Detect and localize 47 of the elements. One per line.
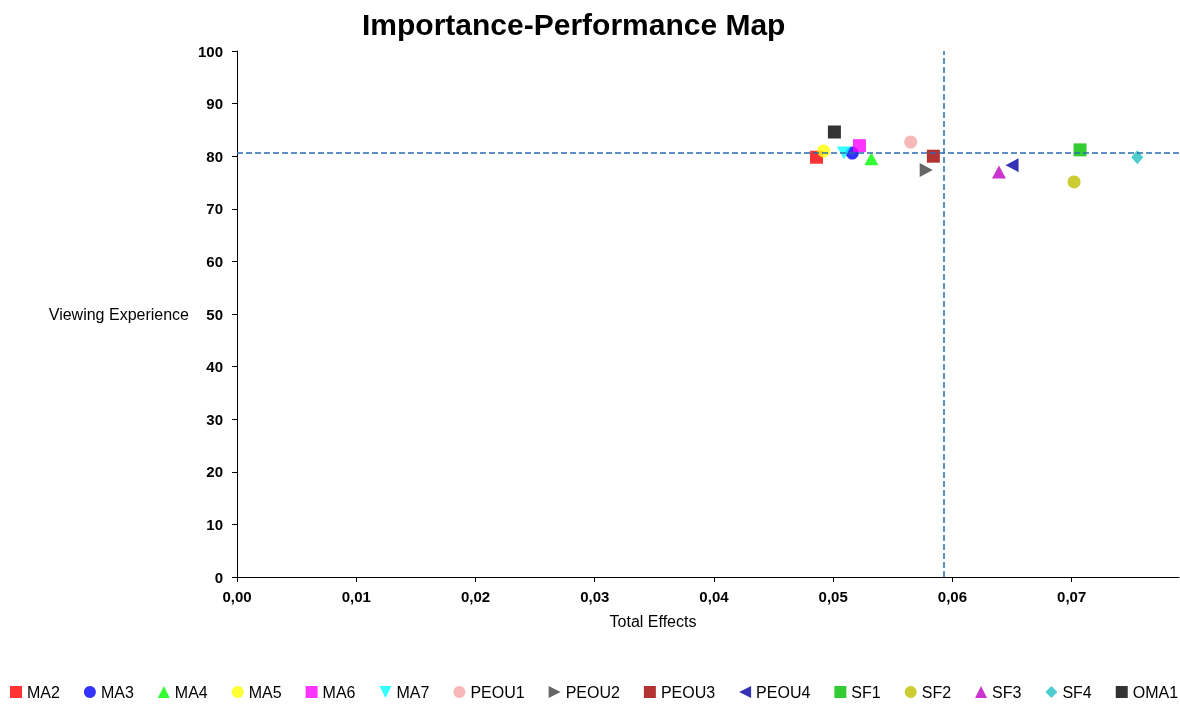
y-tick-label: 50 xyxy=(206,305,223,323)
point xyxy=(919,162,933,177)
x-tick-label: 0,05 xyxy=(818,588,848,605)
y-tick-label: 30 xyxy=(206,410,223,428)
x-tick-label: 0,06 xyxy=(937,588,968,605)
legend-label: PEOU3 xyxy=(660,683,716,701)
y-tick-label: 40 xyxy=(206,358,223,376)
point xyxy=(926,149,940,163)
point xyxy=(864,152,879,166)
y-tick-label: 20 xyxy=(206,463,223,481)
y-tick-label: 10 xyxy=(206,515,223,533)
point xyxy=(1067,175,1081,189)
x-tick-label: 0,01 xyxy=(341,588,371,605)
y-tick-label: 80 xyxy=(206,147,223,165)
legend-label: MA6 xyxy=(322,683,356,701)
point xyxy=(904,135,918,149)
legend-label: PEOU4 xyxy=(756,683,811,701)
legend-label: PEOU2 xyxy=(565,683,620,701)
legend-label: SF1 xyxy=(851,683,881,701)
y-tick-label: 100 xyxy=(197,42,223,60)
legend-label: MA4 xyxy=(174,683,208,701)
x-axis-title: Total Effects xyxy=(609,612,697,630)
x-tick-label: 0,03 xyxy=(580,588,610,605)
point xyxy=(991,165,1006,179)
x-tick-label: 0,00 xyxy=(222,588,252,605)
legend-label: SF2 xyxy=(921,683,952,701)
legend-label: SF3 xyxy=(992,683,1022,701)
legend-label: MA2 xyxy=(27,683,60,701)
x-tick-label: 0,07 xyxy=(1057,588,1087,605)
y-tick-label: 60 xyxy=(206,252,223,270)
legend-label: OMA1 xyxy=(1132,683,1179,701)
legend-label: MA3 xyxy=(100,683,134,701)
x-tick-label: 0,04 xyxy=(699,588,730,605)
legend-label: PEOU1 xyxy=(470,683,525,701)
x-tick-label: 0,02 xyxy=(460,588,491,605)
y-axis-title: Viewing Experience xyxy=(48,305,190,323)
y-tick-label: 70 xyxy=(206,200,223,218)
point xyxy=(1131,150,1144,165)
point xyxy=(1005,158,1019,173)
point xyxy=(852,139,866,153)
chart-title: Importance-Performance Map xyxy=(362,7,786,41)
legend-label: SF4 xyxy=(1062,683,1092,701)
legend-label: MA7 xyxy=(396,683,430,701)
point xyxy=(827,125,841,139)
y-tick-label: 90 xyxy=(206,95,223,113)
y-tick-label: 0 xyxy=(214,568,223,586)
legend-label: MA5 xyxy=(248,683,282,701)
